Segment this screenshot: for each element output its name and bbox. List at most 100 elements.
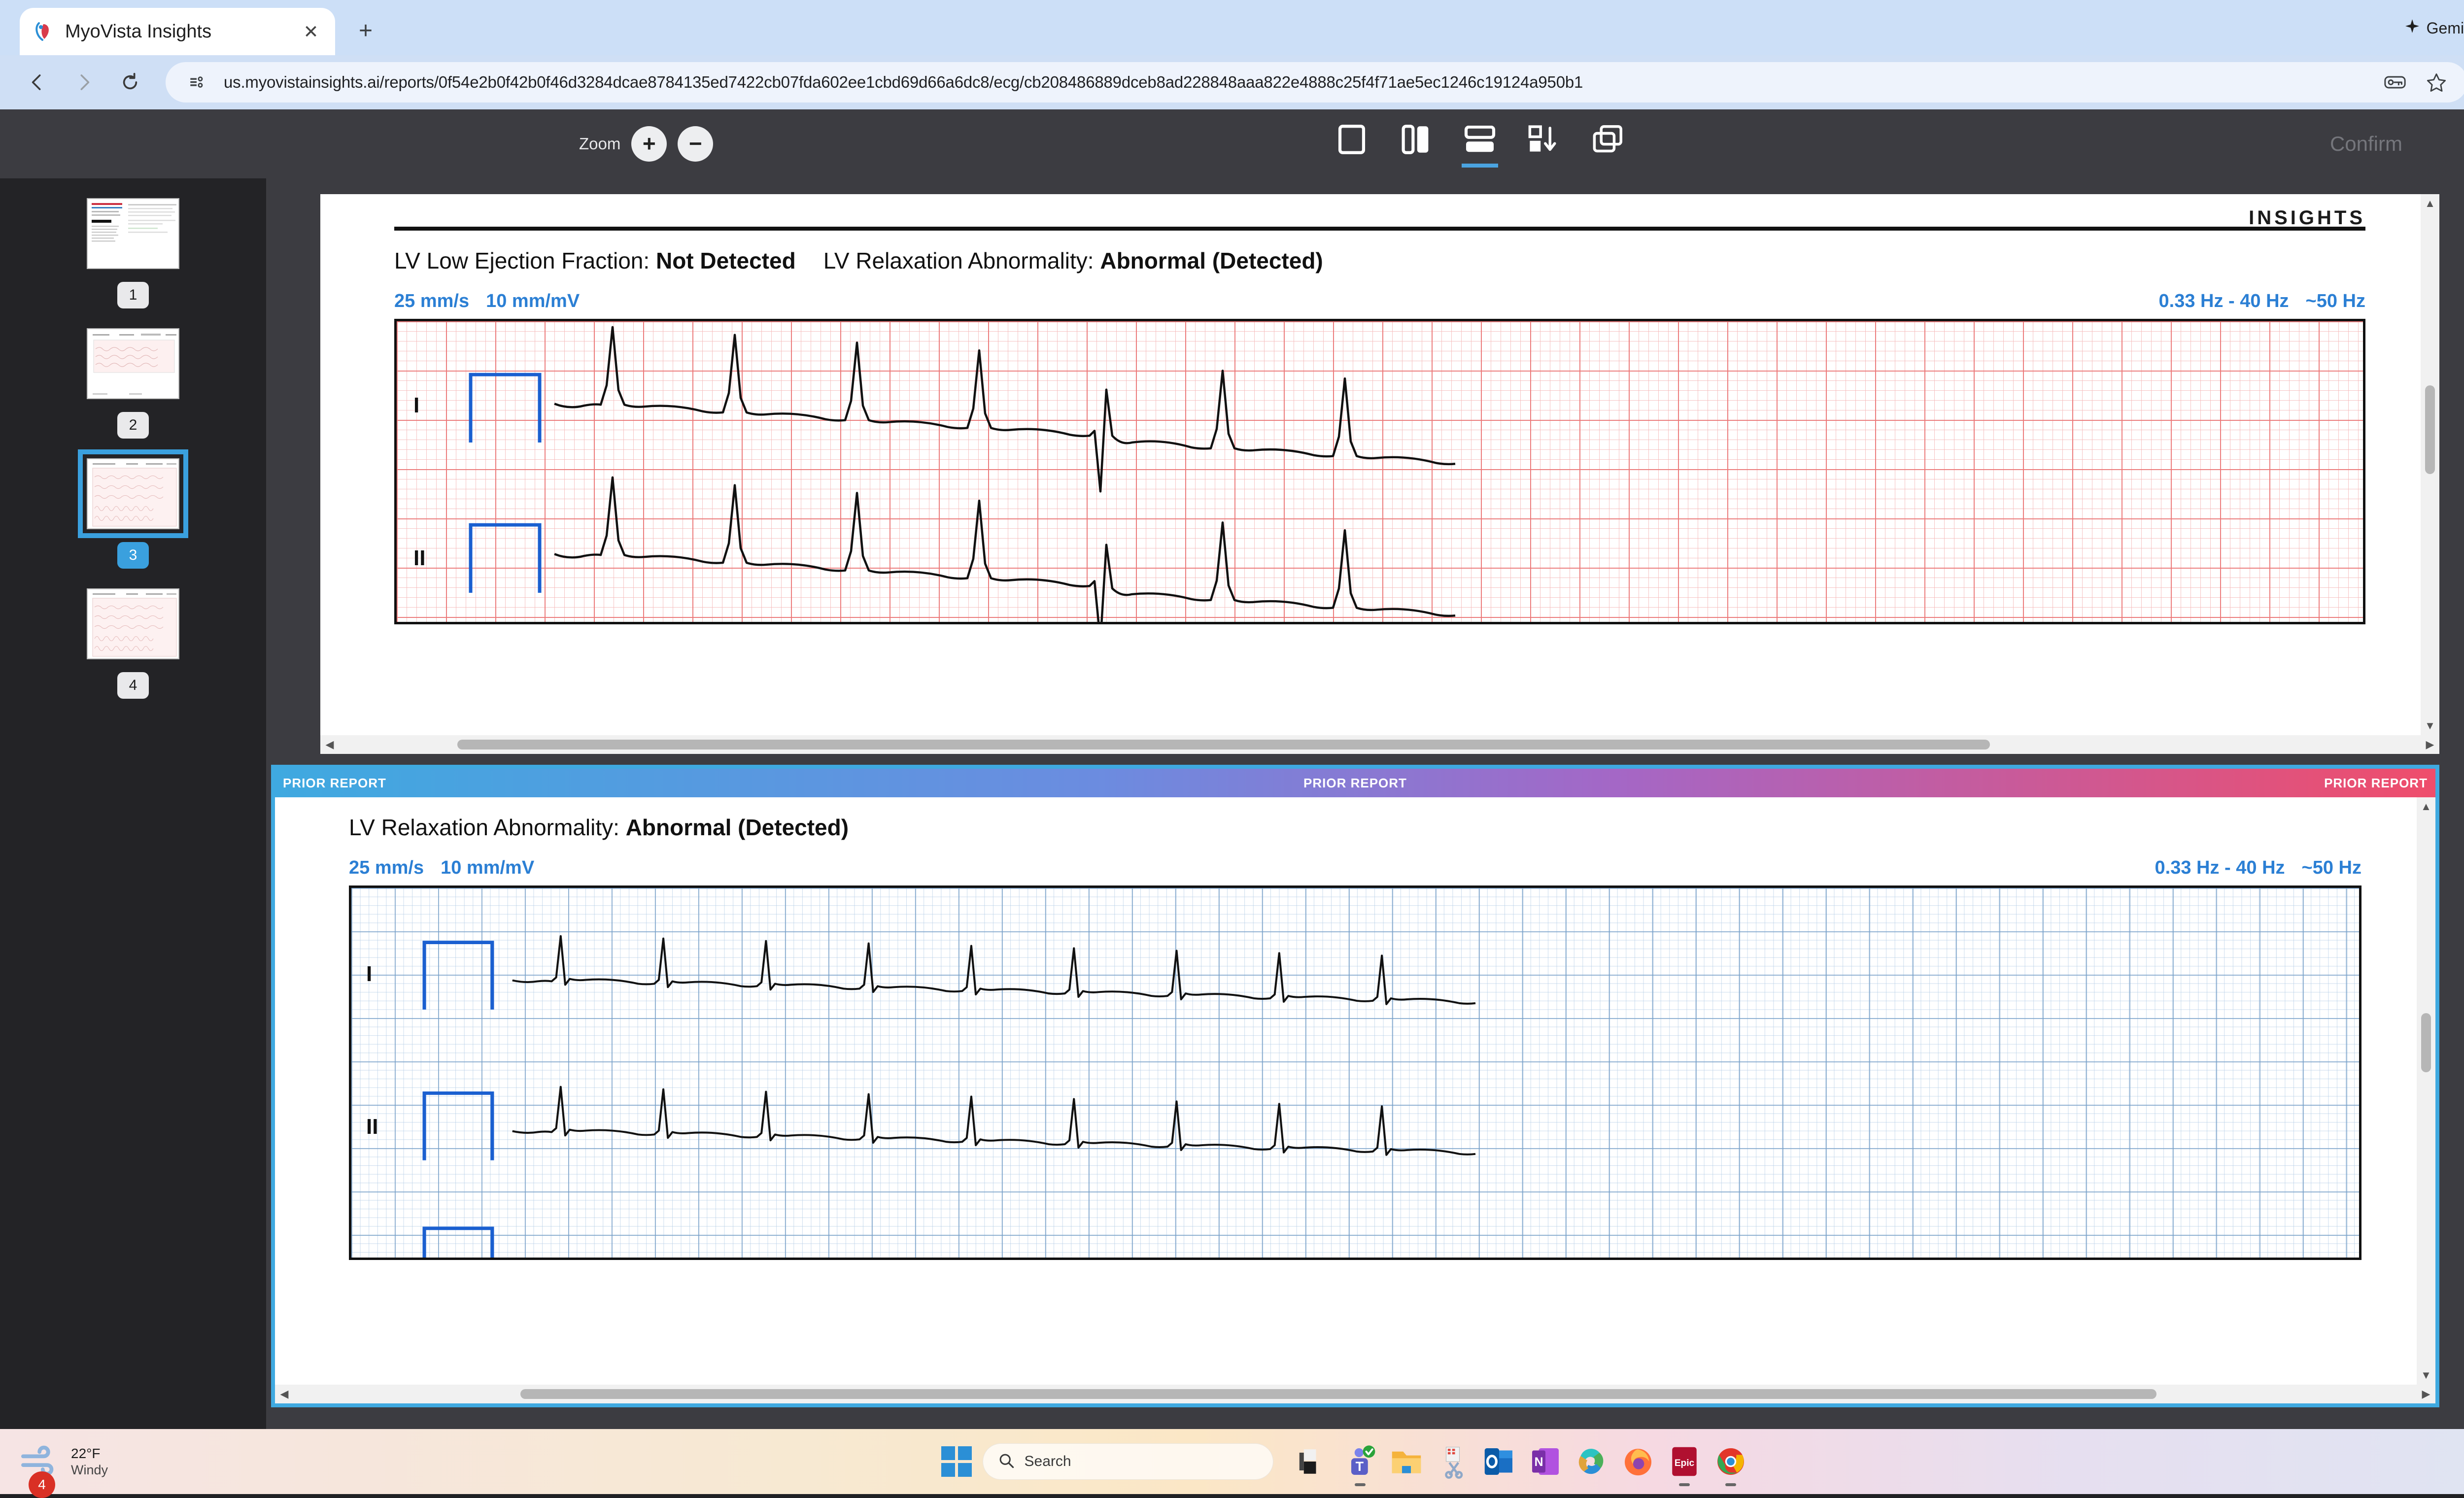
chrome-icon[interactable] bbox=[1713, 1444, 1748, 1479]
vscroll-thumb[interactable] bbox=[2421, 1013, 2431, 1072]
confirm-button[interactable]: Confirm bbox=[2329, 132, 2402, 155]
lead-label-II: II bbox=[413, 546, 426, 570]
address-bar[interactable]: us.myovistainsights.ai/reports/0f54e2b0f… bbox=[166, 62, 2464, 102]
windows-taskbar: 4 22°F Windy Search T bbox=[0, 1429, 2464, 1498]
page-thumbnail-item[interactable]: 1 bbox=[0, 198, 266, 308]
back-button[interactable] bbox=[18, 63, 57, 102]
tab-strip: MyoVista Insights ✕ + Gemini — ✕ bbox=[0, 0, 2464, 55]
zoom-controls: Zoom + − bbox=[579, 126, 714, 162]
file-explorer-icon[interactable] bbox=[1389, 1444, 1424, 1479]
current-report-page: INSIGHTS LV Low Ejection Fraction: Not D… bbox=[320, 194, 2439, 754]
page-number-label[interactable]: 2 bbox=[117, 412, 149, 439]
page-thumbnail-item[interactable]: 4 bbox=[0, 588, 266, 699]
current-findings-row: LV Low Ejection Fraction: Not Detected L… bbox=[394, 247, 2365, 274]
browser-tab[interactable]: MyoVista Insights ✕ bbox=[20, 8, 335, 55]
scroll-left-arrow[interactable]: ◀ bbox=[325, 738, 334, 750]
start-button[interactable] bbox=[941, 1446, 972, 1477]
teams-icon[interactable]: T bbox=[1342, 1444, 1378, 1479]
page-number-label[interactable]: 4 bbox=[117, 672, 149, 699]
taskbar-clock[interactable]: 11:41 AM 1/16/2026 bbox=[2384, 1443, 2464, 1480]
single-page-view-icon[interactable] bbox=[1331, 120, 1373, 168]
ecg-traces-current bbox=[469, 326, 1456, 622]
tab-close-icon[interactable]: ✕ bbox=[303, 21, 319, 42]
outlook-icon[interactable] bbox=[1481, 1444, 1517, 1479]
task-view-icon[interactable] bbox=[1296, 1444, 1332, 1479]
current-panel-vscrollbar[interactable]: ▲ ▼ bbox=[2421, 194, 2439, 735]
search-input[interactable]: Search bbox=[982, 1443, 1273, 1480]
myovista-logo-icon bbox=[33, 20, 55, 43]
prior-panel-vscrollbar[interactable]: ▲ ▼ bbox=[2417, 797, 2435, 1385]
view-mode-group bbox=[1331, 120, 1629, 168]
finding-value: Abnormal (Detected) bbox=[1100, 248, 1323, 273]
page-thumbnail-item[interactable]: 3 bbox=[0, 449, 266, 569]
clock-time: 11:41 AM bbox=[2384, 1443, 2464, 1462]
forward-button[interactable] bbox=[64, 63, 103, 102]
gemini-button[interactable]: Gemini bbox=[2387, 19, 2464, 37]
gain: 10 mm/mV bbox=[486, 291, 580, 311]
gemini-sparkle-icon bbox=[2405, 19, 2420, 37]
epic-icon[interactable]: Epic bbox=[1667, 1444, 1702, 1479]
scroll-up-arrow[interactable]: ▲ bbox=[2421, 800, 2431, 813]
notch-filter: ~50 Hz bbox=[2305, 291, 2365, 311]
scroll-down-arrow[interactable]: ▼ bbox=[2425, 719, 2435, 732]
scroll-up-arrow[interactable]: ▲ bbox=[2425, 197, 2435, 209]
weather-temperature: 22°F bbox=[71, 1445, 101, 1461]
snipping-tool-icon[interactable] bbox=[1435, 1444, 1471, 1479]
hscroll-thumb[interactable] bbox=[520, 1389, 2156, 1399]
bookmark-star-icon[interactable] bbox=[2422, 68, 2451, 97]
weather-widget[interactable]: 4 22°F Windy bbox=[0, 1444, 306, 1498]
page-thumbnail-preview-selected[interactable] bbox=[78, 449, 188, 538]
page-thumbnail-rail[interactable]: 1 2 bbox=[0, 178, 266, 1429]
ecg-grid-background bbox=[397, 321, 2363, 622]
tab-title: MyoVista Insights bbox=[65, 21, 212, 42]
notification-badge[interactable]: 4 bbox=[29, 1471, 55, 1498]
search-placeholder: Search bbox=[1024, 1453, 1071, 1469]
onenote-icon[interactable]: N bbox=[1528, 1444, 1563, 1479]
weather-condition: Windy bbox=[71, 1462, 108, 1477]
prior-report-panel[interactable]: PRIOR REPORT PRIOR REPORT PRIOR REPORT L… bbox=[271, 765, 2439, 1407]
vscroll-thumb[interactable] bbox=[2425, 385, 2435, 474]
gemini-label: Gemini bbox=[2426, 19, 2464, 37]
scroll-left-arrow[interactable]: ◀ bbox=[280, 1388, 289, 1400]
scroll-right-arrow[interactable]: ▶ bbox=[2422, 1388, 2430, 1400]
prior-report-label-right: PRIOR REPORT bbox=[2324, 775, 2428, 790]
zoom-in-button[interactable]: + bbox=[631, 126, 667, 162]
overlay-windows-view-icon[interactable] bbox=[1587, 120, 1629, 168]
insights-watermark: INSIGHTS bbox=[2249, 207, 2365, 229]
current-report-panel[interactable]: INSIGHTS LV Low Ejection Fraction: Not D… bbox=[320, 194, 2439, 754]
zoom-label: Zoom bbox=[579, 135, 621, 153]
viewer-toolbar: Zoom + − bbox=[0, 109, 2464, 178]
paper-speed: 25 mm/s bbox=[394, 291, 470, 311]
hscroll-track[interactable] bbox=[294, 1385, 2417, 1403]
lead-label-I: I bbox=[413, 393, 420, 417]
firefox-icon[interactable] bbox=[1620, 1444, 1656, 1479]
prior-panel-hscrollbar[interactable]: ◀ ▶ bbox=[275, 1385, 2435, 1403]
page-thumbnail-preview[interactable] bbox=[87, 328, 179, 399]
prior-report-label-left: PRIOR REPORT bbox=[283, 775, 386, 790]
hscroll-track[interactable] bbox=[339, 735, 2421, 754]
clock-date: 1/16/2026 bbox=[2384, 1462, 2464, 1480]
site-info-icon[interactable] bbox=[182, 68, 211, 97]
new-tab-button[interactable]: + bbox=[358, 17, 373, 44]
vscroll-track[interactable] bbox=[2417, 816, 2435, 1366]
page-thumbnail-item[interactable]: 2 bbox=[0, 328, 266, 439]
prior-ecg-grid: I II bbox=[349, 885, 2361, 1260]
zoom-out-button[interactable]: − bbox=[678, 126, 714, 162]
prior-report-label-center: PRIOR REPORT bbox=[1303, 775, 1407, 790]
vscroll-track[interactable] bbox=[2421, 213, 2439, 716]
scroll-right-arrow[interactable]: ▶ bbox=[2426, 738, 2434, 750]
sort-descending-view-icon[interactable] bbox=[1523, 120, 1565, 168]
two-page-view-icon[interactable] bbox=[1395, 120, 1437, 168]
ecg-traces-prior bbox=[422, 935, 1476, 1258]
page-number-label-selected[interactable]: 3 bbox=[117, 542, 149, 569]
password-key-icon[interactable] bbox=[2381, 68, 2409, 97]
stacked-compare-view-icon[interactable] bbox=[1459, 120, 1501, 168]
current-panel-hscrollbar[interactable]: ◀ ▶ bbox=[320, 735, 2439, 754]
reload-button[interactable] bbox=[110, 63, 150, 102]
scroll-down-arrow[interactable]: ▼ bbox=[2421, 1369, 2431, 1381]
hscroll-thumb[interactable] bbox=[457, 740, 1990, 749]
page-number-label[interactable]: 1 bbox=[117, 282, 149, 308]
page-thumbnail-preview[interactable] bbox=[87, 198, 179, 269]
page-thumbnail-preview[interactable] bbox=[87, 588, 179, 659]
copilot-icon[interactable] bbox=[1574, 1444, 1609, 1479]
